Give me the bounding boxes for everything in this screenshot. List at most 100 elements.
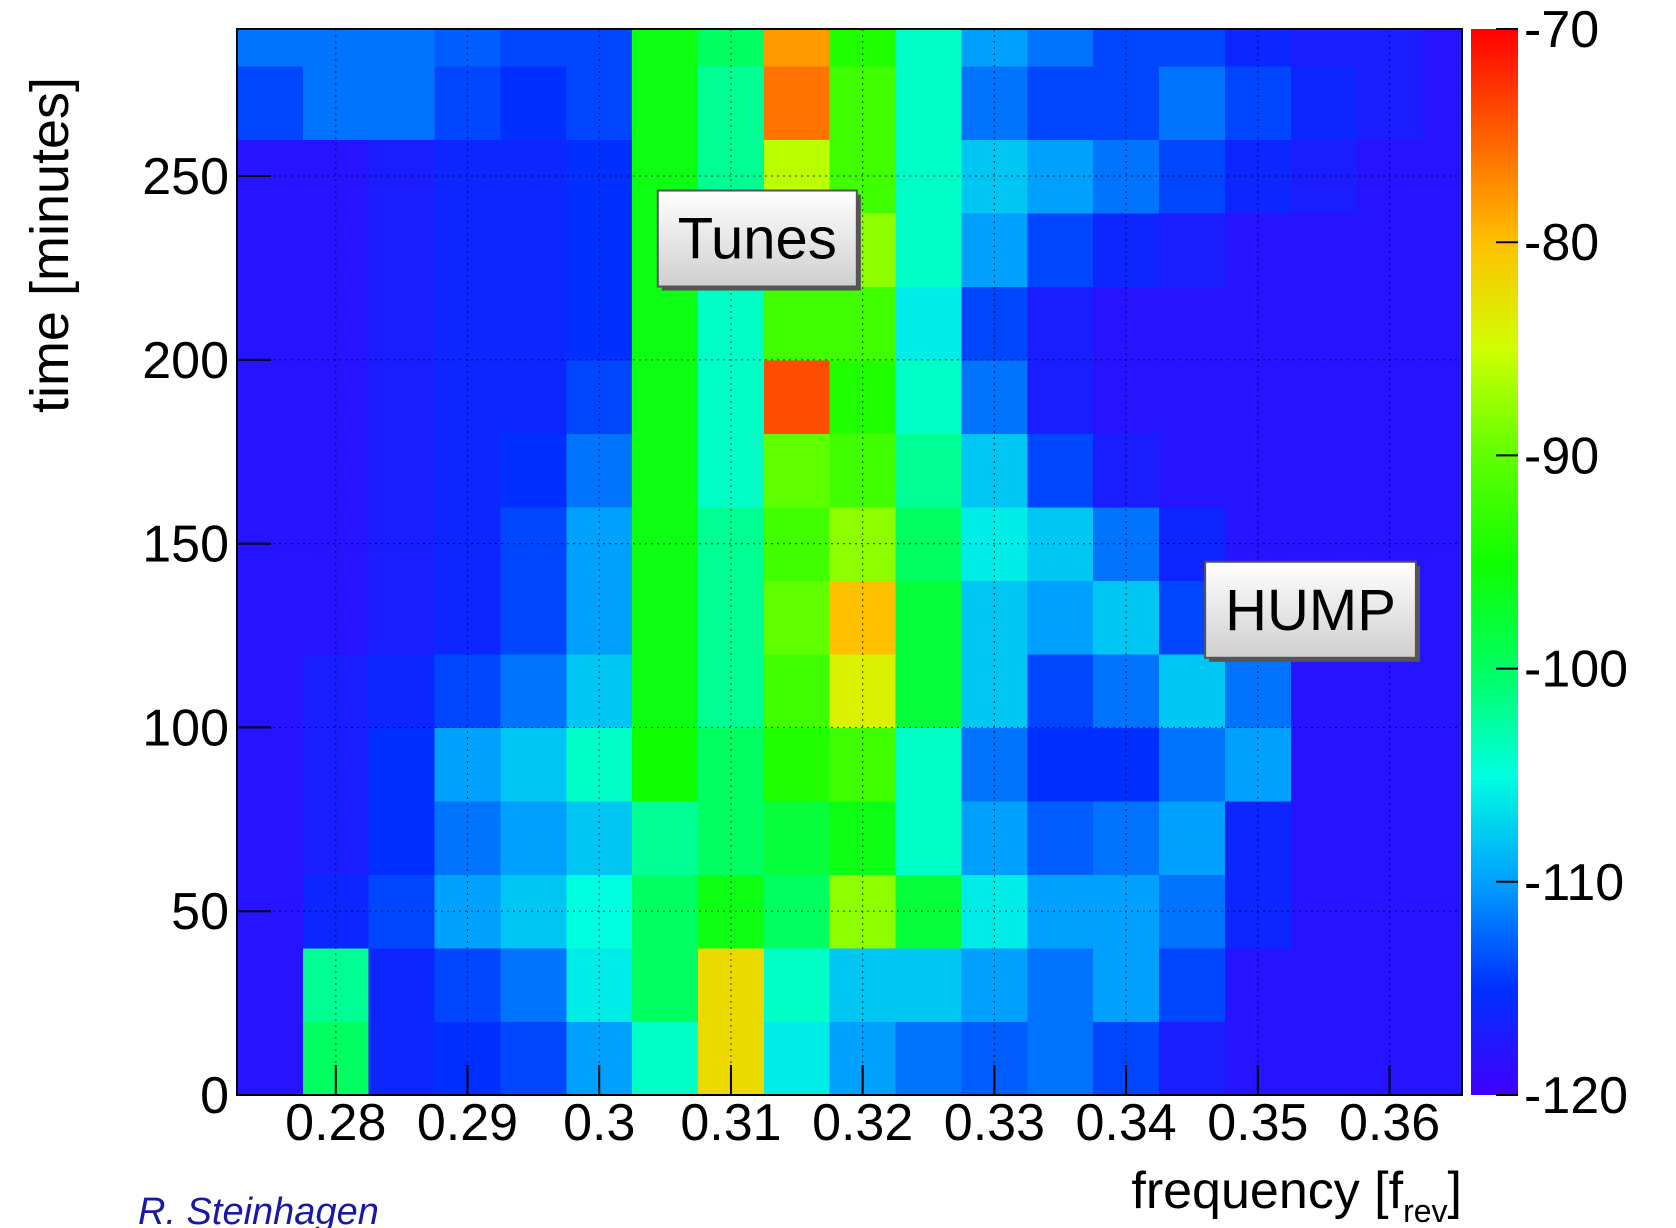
heatmap-cell (237, 29, 304, 67)
heatmap-cell (1290, 212, 1358, 287)
heatmap-cell (829, 800, 897, 875)
heatmap-cell (1027, 800, 1094, 875)
heatmap-cell (1356, 433, 1423, 508)
heatmap-cell (500, 727, 567, 802)
x-axis-label-end: ] (1448, 1162, 1462, 1220)
heatmap-cell (237, 580, 304, 655)
heatmap-cell (1422, 29, 1462, 67)
heatmap-cell (500, 947, 567, 1022)
heatmap-cell (500, 800, 567, 875)
heatmap-cell (632, 29, 699, 67)
heatmap-cell (1422, 653, 1462, 728)
heatmap-cell (1159, 65, 1226, 140)
x-axis-label-sub: rev (1403, 1193, 1447, 1228)
heatmap-cell (1027, 212, 1094, 287)
heatmap-cell (1027, 947, 1094, 1022)
colorbar-tick-label: -110 (1524, 854, 1624, 912)
heatmap-cell (368, 139, 436, 214)
heatmap-cell (368, 65, 436, 140)
heatmap-cell (1159, 653, 1226, 728)
heatmap-cell (237, 1021, 304, 1095)
heatmap-cell (763, 947, 831, 1022)
y-tick-label: 150 (142, 516, 229, 574)
y-tick-label: 50 (171, 883, 229, 941)
heatmap-cell (368, 359, 436, 434)
heatmap-cell (1224, 727, 1292, 802)
heatmap-cell (1159, 359, 1226, 434)
heatmap-cell (500, 580, 567, 655)
heatmap-cell (500, 433, 567, 508)
heatmap-cell (632, 653, 699, 728)
heatmap-cell (368, 433, 436, 508)
heatmap-cell (566, 727, 633, 802)
heatmap-cell (1093, 800, 1160, 875)
heatmap-cell (698, 433, 765, 508)
heatmap-cell (895, 65, 962, 140)
heatmap-cell (434, 212, 501, 287)
heatmap-cell (1027, 286, 1094, 361)
heatmap-cell (1027, 727, 1094, 802)
heatmap-cell (632, 286, 699, 361)
heatmap-cell (763, 580, 831, 655)
x-tick-label: 0.34 (1076, 1094, 1177, 1152)
heatmap-cell (961, 800, 1028, 875)
heatmap-cell (1224, 800, 1292, 875)
heatmap-cell (1093, 212, 1160, 287)
heatmap-cell (1027, 359, 1094, 434)
annotation-text: Tunes (678, 207, 837, 272)
heatmap-cell (632, 947, 699, 1022)
heatmap-cell (829, 727, 897, 802)
heatmap-cell (1027, 433, 1094, 508)
colorbar-tick-label: -90 (1524, 427, 1599, 485)
heatmap-cell (895, 1021, 962, 1095)
annotation-box (1204, 560, 1417, 659)
heatmap-cell (1290, 1021, 1358, 1095)
heatmap-cell (237, 800, 304, 875)
heatmap-cell (368, 506, 436, 581)
heatmap-cell (1027, 1021, 1094, 1095)
heatmap-cell (1290, 947, 1358, 1022)
heatmap-cell (500, 65, 567, 140)
heatmap-cell (632, 727, 699, 802)
x-tick-label: 0.31 (680, 1094, 781, 1152)
heatmap-cell (566, 212, 633, 287)
heatmap-cell (500, 212, 567, 287)
heatmap-cell (1422, 433, 1462, 508)
colorbar-tick-label: -100 (1524, 641, 1628, 699)
y-tick-label: 250 (142, 148, 229, 206)
heatmap-cell (368, 1021, 436, 1095)
heatmap-cell (237, 65, 304, 140)
heatmap-cell (763, 359, 831, 434)
x-tick-label: 0.35 (1207, 1094, 1308, 1152)
heatmap-cell (1422, 359, 1462, 434)
heatmap-cell (237, 653, 304, 728)
heatmap-cell (1356, 800, 1423, 875)
heatmap-cell (434, 800, 501, 875)
heatmap-cell (1159, 212, 1226, 287)
heatmap-cell (500, 359, 567, 434)
heatmap-cell (895, 800, 962, 875)
heatmap-cell (1159, 29, 1226, 67)
heatmap-cell (1159, 286, 1226, 361)
heatmap-cell (829, 433, 897, 508)
colorbar-tick-label: -120 (1524, 1067, 1628, 1125)
heatmap-cell (1159, 1021, 1226, 1095)
heatmap-cell (763, 65, 831, 140)
heatmap-cell (1356, 727, 1423, 802)
heatmap-cell (961, 212, 1028, 287)
heatmap-cell (1093, 433, 1160, 508)
annotation-box (656, 189, 858, 288)
heatmap-cell (698, 800, 765, 875)
heatmap-cell (368, 286, 436, 361)
heatmap-cell (1422, 212, 1462, 287)
heatmap-cell (763, 1021, 831, 1095)
heatmap-cell (1290, 286, 1358, 361)
heatmap-cell (302, 727, 370, 802)
x-tick-label: 0.32 (812, 1094, 913, 1152)
heatmap-cell (368, 580, 436, 655)
heatmap-cell (566, 433, 633, 508)
heatmap-cell (500, 1021, 567, 1095)
x-tick-label: 0.29 (417, 1094, 518, 1152)
heatmap-cell (1290, 727, 1358, 802)
heatmap-cell (1422, 947, 1462, 1022)
